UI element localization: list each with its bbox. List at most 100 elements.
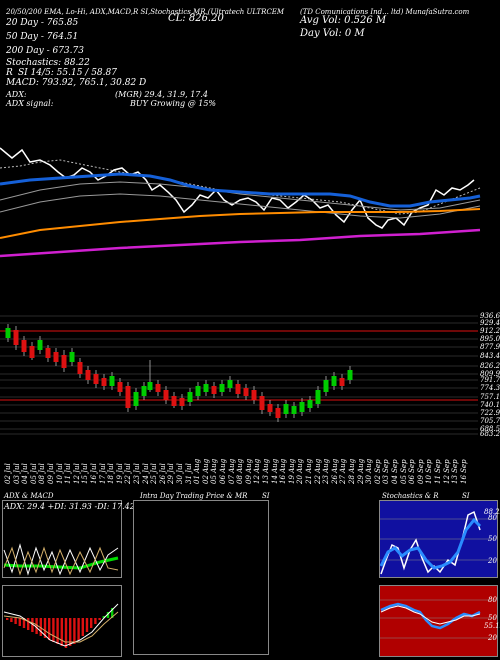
candle-body bbox=[101, 378, 107, 386]
candle-body bbox=[77, 362, 83, 374]
close-price: CL: 826.20 bbox=[168, 13, 224, 24]
candle-body bbox=[69, 352, 75, 362]
avg-volume: Avg Vol: 0.526 M bbox=[300, 15, 387, 26]
price-level-label: 809.99 bbox=[480, 370, 500, 378]
price-level-label: 936.6 bbox=[480, 312, 500, 320]
candle-body bbox=[147, 382, 153, 390]
macd-histogram-bar bbox=[43, 618, 47, 638]
macd-histogram-bar bbox=[31, 618, 34, 632]
stoch-panel-title-si: SI bbox=[462, 492, 470, 500]
rsi-label: SI 14/5: 55.15 / 58.87 bbox=[18, 68, 117, 78]
ema20-line bbox=[0, 172, 481, 208]
macd-histogram-bar bbox=[56, 618, 59, 644]
stoch-value: 88.22 bbox=[484, 508, 500, 516]
ema200-line bbox=[0, 228, 481, 258]
macd-histogram-bar bbox=[22, 618, 26, 628]
price-level-label: 757.15 bbox=[480, 393, 500, 401]
price-level-label: 912.28 bbox=[480, 327, 500, 335]
stoch-panel-title: Stochastics & R bbox=[382, 492, 439, 500]
chart-title: 20/50/200 EMA, Lo-Hi, ADX,MACD,R SI,Stoc… bbox=[6, 8, 285, 16]
adx-plusdi-line bbox=[3, 543, 119, 576]
intraday-panel-title-si: SI bbox=[262, 492, 270, 500]
price-level-label: 683.29 bbox=[480, 430, 500, 438]
intraday-panel bbox=[133, 500, 269, 655]
ema50-line bbox=[0, 208, 481, 239]
candle-body bbox=[29, 346, 35, 358]
candle-body bbox=[93, 374, 99, 384]
macd-histogram-bar bbox=[64, 618, 68, 648]
candle-body bbox=[227, 380, 233, 388]
price-level-label: 688.52 bbox=[480, 425, 500, 433]
macd-histogram-bar bbox=[90, 618, 93, 628]
macd-histogram-bar bbox=[85, 618, 89, 632]
rsi-blue-line bbox=[380, 602, 481, 630]
macd-histogram-bar bbox=[35, 618, 38, 634]
candle-body bbox=[315, 390, 321, 404]
macd-histogram-bar bbox=[52, 618, 55, 642]
adx-signal-label: ADX signal: bbox=[6, 99, 54, 108]
candle-body bbox=[37, 340, 43, 350]
macd-histogram-bar bbox=[77, 618, 80, 640]
stoch-level-80: 80 bbox=[488, 514, 497, 522]
candle-body bbox=[117, 382, 123, 392]
ema20-label: 20 Day - 765.85 bbox=[6, 18, 79, 28]
signal-dotted-line bbox=[0, 159, 481, 215]
ema200-label: 200 Day - 673.73 bbox=[6, 46, 84, 56]
adx-panel-values: ADX: 29.4 +DI: 31.93 -DI: 17.42 bbox=[4, 502, 135, 511]
candle-body bbox=[339, 378, 345, 386]
price-level-label: 722.93 bbox=[480, 409, 500, 417]
price-level-label: 705.73 bbox=[480, 417, 500, 425]
macd-histogram-bar bbox=[14, 618, 17, 624]
price-level-label: 843.41 bbox=[480, 352, 500, 360]
candle-body bbox=[141, 386, 147, 396]
candle-body bbox=[331, 376, 337, 386]
price-level-label: 929.45 bbox=[480, 319, 500, 327]
rsi-panel bbox=[379, 585, 498, 657]
adx-values: (MGR) 29.4, 31.9, 17.4 bbox=[115, 90, 208, 99]
rsi-r-label: R bbox=[6, 68, 13, 78]
price-level-label: 826.2 bbox=[480, 362, 500, 370]
macd-histogram-bar bbox=[98, 618, 101, 620]
day-volume: Day Vol: 0 M bbox=[300, 28, 365, 39]
ema50-label: 50 Day - 764.51 bbox=[6, 32, 79, 42]
adx-panel-title: ADX & MACD bbox=[4, 492, 54, 500]
macd-histogram-bar bbox=[39, 618, 42, 636]
macd-histogram-bar bbox=[48, 618, 51, 640]
candle-body bbox=[13, 330, 19, 345]
intraday-panel-title: Intra Day Trading Price & MR bbox=[140, 492, 248, 500]
candle-body bbox=[85, 370, 91, 380]
macd-label: MACD: 793.92, 765.1, 30.82 D bbox=[6, 78, 147, 88]
candle-body bbox=[235, 384, 241, 394]
price-level-label: 791.76 bbox=[480, 376, 500, 384]
macd-histogram-bar bbox=[81, 618, 84, 636]
macd-histogram-bar bbox=[111, 608, 114, 618]
candle-body bbox=[307, 400, 313, 408]
adx-label: ADX: bbox=[6, 90, 27, 99]
stoch-level-20: 20 bbox=[488, 557, 497, 565]
candle-body bbox=[283, 404, 289, 414]
rsi-value: 55.15 bbox=[484, 622, 500, 630]
candle-body bbox=[21, 340, 27, 352]
macd-histogram-bar bbox=[18, 618, 21, 626]
macd-histogram-bar bbox=[6, 618, 9, 620]
macd-signal-line bbox=[3, 611, 119, 643]
adx-minusdi-line bbox=[3, 546, 119, 576]
price-level-label: 740.14 bbox=[480, 401, 500, 409]
candle-body bbox=[347, 370, 353, 380]
candle-body bbox=[171, 396, 177, 406]
price-level-label: 774.36 bbox=[480, 384, 500, 392]
price-level-label: 895.05 bbox=[480, 335, 500, 343]
envelope-upper bbox=[0, 181, 481, 211]
candle-body bbox=[5, 328, 11, 338]
candle-body bbox=[133, 392, 139, 406]
candle-body bbox=[109, 376, 115, 386]
candle-body bbox=[267, 404, 273, 412]
macd-line bbox=[3, 603, 119, 647]
rsi-white-line bbox=[380, 605, 481, 625]
macd-histogram-bar bbox=[106, 612, 110, 618]
candle-body bbox=[155, 384, 161, 392]
